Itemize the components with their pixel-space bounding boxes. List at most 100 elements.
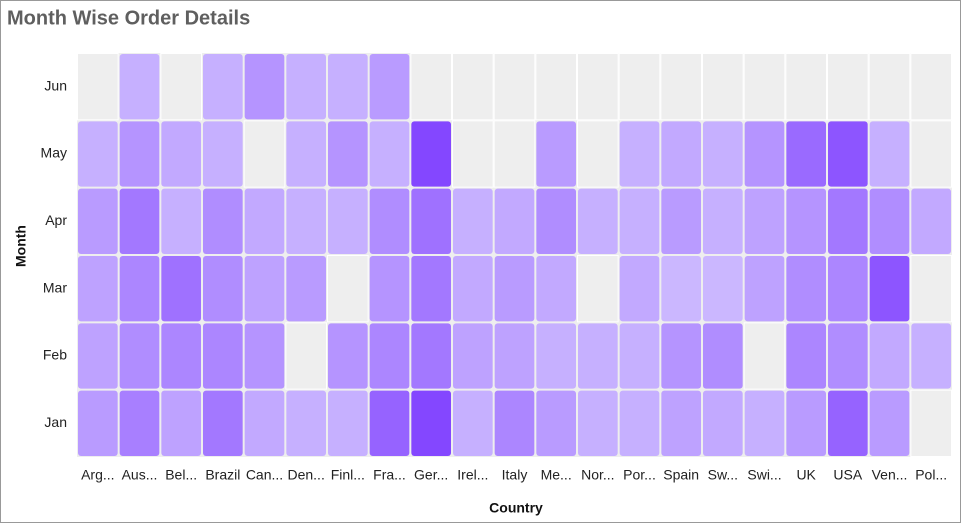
heat-cell [203,54,243,120]
heat-cell [244,54,285,120]
x-axis-title: Country [489,500,543,516]
x-tick-label: Ger... [414,467,448,483]
empty-cell [285,322,328,390]
heat-cell [786,256,826,322]
heat-cell [244,323,285,389]
x-tick-label: UK [796,467,816,483]
heat-cell [328,121,368,187]
x-tick-label: Ven... [872,467,908,483]
chart-title: Month Wise Order Details [7,7,250,29]
heat-cell [494,323,535,389]
empty-cell [785,53,827,121]
heat-cell [286,54,326,120]
heat-cell [578,323,618,389]
heat-cell [661,323,701,389]
heat-cell [161,188,201,254]
x-tick-label: Arg... [81,467,114,483]
empty-cell [493,53,536,121]
heat-cell [869,256,910,322]
x-tick-label: Can... [246,467,283,483]
heat-cell [369,323,410,389]
heat-cell [869,390,910,456]
heat-cell [286,390,326,456]
empty-cell [327,255,369,323]
heat-cell [869,121,910,187]
x-tick-label: Den... [287,467,324,483]
heat-cell [161,390,201,456]
empty-cell [577,53,619,121]
heat-cell [786,121,826,187]
empty-cell [77,53,119,121]
heat-cell [411,188,451,254]
heat-cell [661,188,701,254]
empty-cell [702,53,744,121]
empty-cell [910,53,952,121]
empty-cell [452,120,494,188]
empty-cell [243,120,286,188]
empty-cell [910,120,952,188]
heat-cell [744,390,785,456]
x-tick-label: USA [833,467,862,483]
heat-cell [119,121,160,187]
heat-cell [286,188,326,254]
heat-cell [703,390,743,456]
x-tick-label: Sw... [708,467,738,483]
heat-cell [786,188,826,254]
heat-cell [453,390,493,456]
heat-cell [161,121,201,187]
heat-cell [619,390,660,456]
heat-cell [328,323,368,389]
y-tick-label: Mar [43,279,67,295]
heat-cell [661,256,701,322]
empty-cell [577,255,619,323]
heat-cell [328,390,368,456]
heat-cell [744,256,785,322]
heat-cell [619,256,660,322]
heat-cell [703,256,743,322]
empty-cell [868,53,911,121]
x-tick-label: Brazil [205,467,240,483]
empty-cell [452,53,494,121]
x-tick-label: Bel... [165,467,197,483]
x-tick-label: Italy [502,467,528,483]
heat-cell [78,121,118,187]
heat-cell [536,323,576,389]
heat-cell [369,54,410,120]
heat-cell [203,256,243,322]
heat-cell [828,121,868,187]
heat-cell [286,121,326,187]
heat-cell [411,121,451,187]
heat-cell [411,323,451,389]
heat-cell [828,323,868,389]
heat-cell [494,188,535,254]
empty-cell [535,53,577,121]
x-tick-label: Spain [663,467,699,483]
y-tick-label: Feb [43,347,67,363]
heat-cell [286,256,326,322]
y-tick-label: May [41,145,67,161]
heat-cell [369,188,410,254]
heat-cell [828,256,868,322]
heat-cell [78,188,118,254]
heat-cell [119,390,160,456]
heat-cell [411,256,451,322]
heat-cell [119,188,160,254]
x-tick-label: Finl... [331,467,365,483]
heat-cell [494,256,535,322]
heat-cell [494,390,535,456]
empty-cell [743,322,786,390]
empty-cell [577,120,619,188]
empty-cell [618,53,661,121]
empty-cell [910,389,952,457]
empty-cell [910,255,952,323]
heat-cell [661,390,701,456]
heat-cell [578,188,618,254]
heat-cell [703,323,743,389]
heat-cell [78,323,118,389]
empty-cell [743,53,786,121]
empty-cell [493,120,536,188]
x-tick-label: Me... [541,467,572,483]
heat-cell [161,256,201,322]
heat-cell [453,256,493,322]
